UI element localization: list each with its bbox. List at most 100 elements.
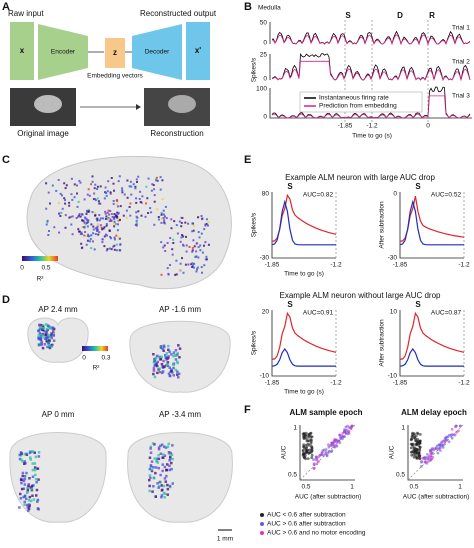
recording-site bbox=[117, 223, 119, 226]
recording-site bbox=[102, 217, 104, 220]
tick-label: -10 bbox=[260, 373, 270, 380]
recording-site bbox=[34, 455, 38, 459]
tick-label: -1.2 bbox=[458, 380, 470, 387]
scatter-point bbox=[304, 431, 308, 435]
output-box bbox=[186, 22, 210, 80]
tick-label: -1.85 bbox=[265, 380, 280, 387]
trial-label: Trial 1 bbox=[452, 25, 470, 32]
recording-site bbox=[52, 334, 56, 337]
recording-site bbox=[64, 202, 67, 205]
auc-label: AUC=0.87 bbox=[431, 310, 462, 317]
recording-site bbox=[86, 193, 89, 196]
recording-site bbox=[192, 229, 195, 232]
recording-site bbox=[83, 234, 86, 237]
scatter-point bbox=[333, 445, 337, 449]
recording-site bbox=[88, 235, 91, 238]
scatter-point bbox=[441, 446, 445, 449]
recording-site bbox=[113, 244, 116, 247]
scatter-point bbox=[412, 453, 416, 457]
recording-site bbox=[119, 218, 121, 221]
recording-site bbox=[103, 226, 106, 229]
recording-site bbox=[196, 268, 198, 271]
recording-site bbox=[49, 334, 53, 337]
epoch-label: S bbox=[287, 182, 293, 191]
recording-site bbox=[31, 462, 34, 465]
recording-site bbox=[115, 234, 118, 237]
recording-site bbox=[187, 222, 190, 225]
recording-site bbox=[76, 205, 79, 208]
recording-site bbox=[172, 351, 176, 354]
legend-label: Instantaneous firing rate bbox=[319, 95, 389, 102]
recording-site bbox=[147, 212, 150, 214]
recording-site bbox=[116, 216, 119, 218]
legend-label: Prediction from embedding bbox=[319, 103, 397, 110]
scatter-point bbox=[455, 431, 458, 434]
recording-site bbox=[80, 233, 83, 236]
tick-label: 1 bbox=[401, 425, 405, 432]
tick-label: -1.85 bbox=[393, 380, 408, 387]
scatter-point bbox=[428, 454, 431, 458]
recording-site bbox=[184, 221, 187, 224]
tick-label: 0.5 bbox=[41, 265, 50, 272]
recording-site bbox=[104, 233, 107, 236]
recording-site bbox=[154, 357, 157, 360]
scatter-point bbox=[330, 441, 334, 445]
recording-site bbox=[30, 487, 34, 491]
recording-site bbox=[64, 187, 67, 190]
recording-site bbox=[104, 186, 107, 189]
recording-site bbox=[91, 180, 94, 183]
scatter-point bbox=[343, 430, 346, 433]
recording-site bbox=[73, 196, 76, 199]
recording-site bbox=[166, 267, 169, 270]
recording-site bbox=[70, 177, 73, 180]
axis-label: AUC bbox=[281, 445, 288, 459]
legend-label: AUC > 0.6 and no motor encoding bbox=[267, 530, 366, 537]
recording-site bbox=[48, 339, 51, 342]
recording-site bbox=[35, 488, 39, 492]
recording-site bbox=[153, 457, 156, 460]
recording-site bbox=[169, 455, 172, 459]
recording-site bbox=[171, 457, 174, 461]
recording-site bbox=[99, 217, 102, 220]
recording-site bbox=[47, 334, 51, 337]
recording-site bbox=[86, 210, 89, 213]
recording-site bbox=[36, 500, 39, 503]
recording-site bbox=[49, 202, 51, 205]
recording-site bbox=[173, 220, 176, 223]
tick-label: 0.5 bbox=[288, 472, 297, 479]
recording-site bbox=[23, 452, 26, 456]
recording-site bbox=[35, 481, 38, 484]
recording-site bbox=[159, 481, 162, 484]
recording-site bbox=[116, 229, 119, 232]
recording-site bbox=[86, 225, 89, 228]
scatter-point bbox=[322, 448, 326, 452]
recording-site bbox=[160, 495, 163, 499]
tick-label: 1 bbox=[458, 484, 462, 491]
scatter-point bbox=[428, 459, 432, 462]
recording-site bbox=[149, 207, 152, 210]
recording-site bbox=[87, 188, 90, 191]
scatter-point bbox=[304, 443, 308, 447]
recording-site bbox=[105, 215, 108, 218]
recording-site bbox=[29, 458, 32, 461]
recording-site bbox=[152, 372, 155, 376]
recording-site bbox=[161, 179, 164, 182]
recording-site bbox=[200, 232, 203, 235]
tick-label: 1 bbox=[293, 425, 297, 432]
scatter-point bbox=[418, 447, 421, 451]
recording-site bbox=[125, 216, 128, 219]
recording-site bbox=[136, 216, 139, 219]
recording-site bbox=[160, 363, 164, 366]
scatter-point bbox=[310, 445, 314, 449]
recording-site bbox=[117, 180, 120, 183]
scatter-point bbox=[309, 440, 313, 444]
recording-site bbox=[193, 245, 196, 248]
recording-site bbox=[52, 330, 55, 333]
recording-site bbox=[79, 181, 82, 184]
recording-site bbox=[171, 371, 174, 374]
recording-site bbox=[68, 201, 71, 204]
colorbar bbox=[82, 346, 108, 351]
scatter-point bbox=[436, 448, 440, 451]
recording-site bbox=[63, 182, 66, 185]
axis bbox=[271, 192, 336, 259]
